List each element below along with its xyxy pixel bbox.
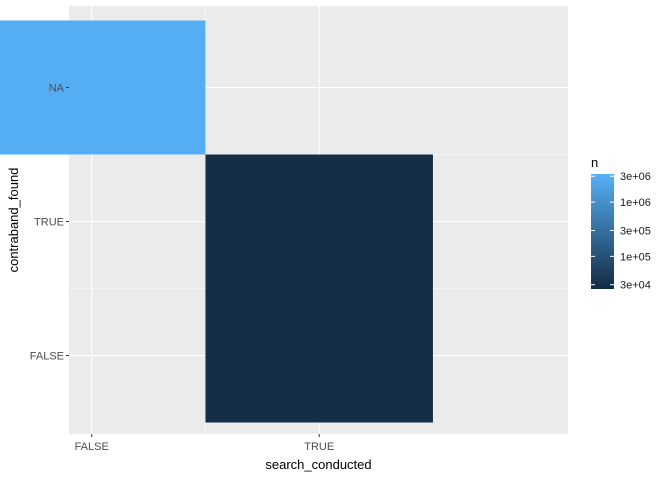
legend-breaks: 3e+04 1e+05 3e+05 1e+06 3e+06 — [591, 171, 651, 292]
x-tick-label: TRUE — [304, 441, 334, 453]
legend-break-label: 3e+05 — [620, 225, 651, 237]
y-tick-label: NA — [49, 83, 65, 95]
x-tick-label: FALSE — [75, 441, 109, 453]
heatmap-tile — [205, 154, 433, 289]
legend-break-label: 1e+06 — [620, 197, 651, 209]
x-axis-title: search_conducted — [265, 457, 371, 472]
legend-break-label: 3e+06 — [620, 171, 651, 183]
legend-title: n — [591, 155, 598, 170]
y-tick-label: FALSE — [30, 351, 64, 363]
y-tick-label: TRUE — [34, 217, 64, 229]
heatmap-tile — [0, 20, 206, 155]
legend-colorbar — [591, 174, 614, 289]
x-axis: FALSE TRUE — [75, 434, 334, 453]
heatmap-tiles — [0, 20, 433, 423]
legend-break-label: 1e+05 — [620, 251, 651, 263]
heatmap-tile — [205, 288, 433, 423]
legend-break-label: 3e+04 — [620, 280, 651, 292]
y-axis: FALSE TRUE NA — [30, 83, 69, 363]
color-legend: n 3e+04 1e+05 3e+05 1e+06 3e+06 — [591, 155, 651, 292]
y-axis-title: contraband_found — [6, 168, 21, 273]
